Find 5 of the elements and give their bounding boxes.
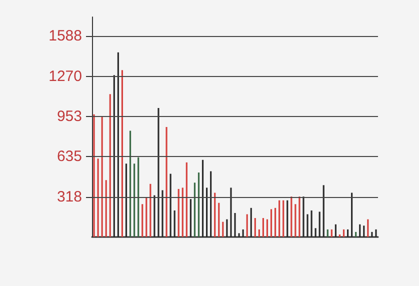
y-tick-label: 1270 [48,68,82,85]
y-tick-label: 635 [56,148,82,166]
y-tick-label: 1588 [48,28,82,45]
y-tick-label: 953 [56,108,82,126]
y-tick-label: 318 [56,188,82,206]
